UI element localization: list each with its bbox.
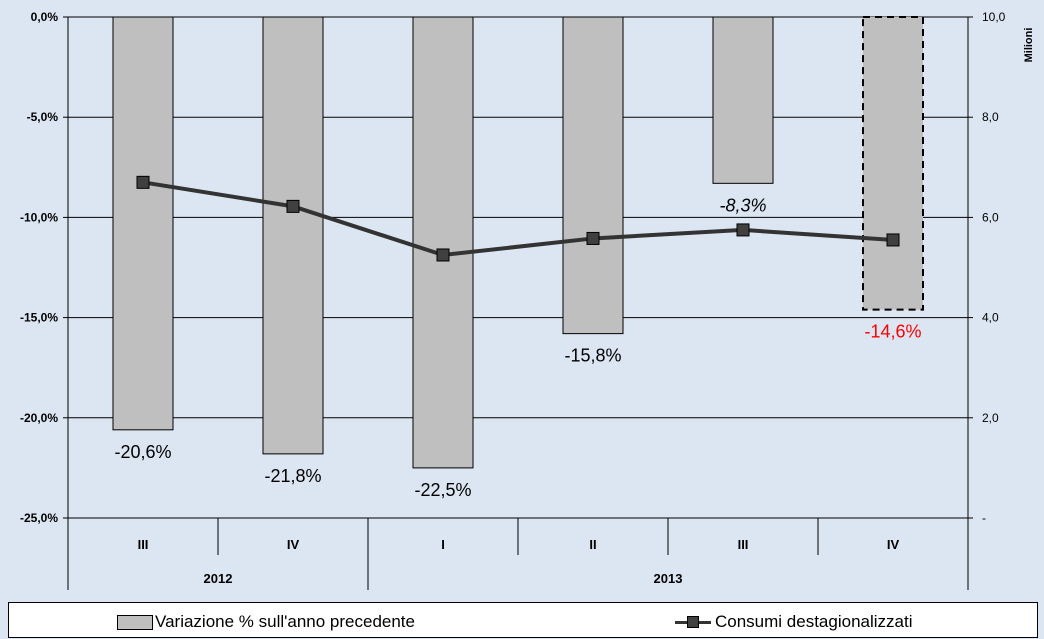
line-point — [286, 199, 300, 213]
y-right-axis-title: Milioni — [1023, 28, 1035, 63]
y-left-tick-label: -25,0% — [20, 511, 58, 525]
y-left-tick-label: 0,0% — [31, 10, 59, 24]
year-label: 2012 — [204, 571, 233, 586]
legend: Variazione % sull'anno precedente Consum… — [8, 602, 1038, 638]
x-tick-label: II — [589, 537, 596, 552]
legend-line-label: Consumi destagionalizzati — [715, 612, 913, 631]
y-right-tick-label: 2,0 — [982, 411, 999, 425]
bar — [712, 16, 774, 184]
bar — [262, 16, 324, 455]
legend-item-line: Consumi destagionalizzati — [675, 612, 913, 632]
x-tick-label: IV — [887, 537, 900, 552]
x-tick-label: I — [441, 537, 445, 552]
bar — [412, 16, 474, 469]
legend-item-bars: Variazione % sull'anno precedente — [117, 612, 415, 632]
series-line — [142, 180, 894, 258]
bar — [862, 16, 924, 311]
y-right-tick-label: 10,0 — [982, 10, 1006, 24]
y-right-tick-label: 8,0 — [982, 110, 999, 124]
bar-data-label: -8,3% — [719, 195, 766, 215]
x-tick-label: IV — [287, 537, 300, 552]
bar — [562, 16, 624, 335]
bar-data-label: -14,6% — [864, 322, 921, 342]
y-right-tick-label: 6,0 — [982, 210, 999, 224]
line-point — [586, 231, 600, 245]
legend-line-swatch — [675, 615, 711, 629]
y-left-tick-label: -20,0% — [20, 411, 58, 425]
y-left-tick-label: -10,0% — [20, 210, 58, 224]
bar — [112, 16, 174, 431]
x-tick-label: III — [738, 537, 749, 552]
chart-svg: 0,0% -5,0% -10,0% -15,0% -20,0% -25,0% 10,0 8,0… — [20, 10, 1035, 590]
legend-bar-label: Variazione % sull'anno precedente — [155, 612, 415, 631]
line-point — [436, 248, 450, 262]
line-point — [736, 223, 750, 237]
bar-data-label: -21,8% — [264, 466, 321, 486]
y-left-tick-label: -5,0% — [27, 110, 59, 124]
y-right-tick-label: 4,0 — [982, 311, 999, 325]
line-point — [886, 233, 900, 247]
y-left-tick-label: -15,0% — [20, 311, 58, 325]
bar-data-label: -22,5% — [414, 480, 471, 500]
year-label: 2013 — [654, 571, 683, 586]
bar-data-label: -15,8% — [564, 346, 621, 366]
bar-data-label: -20,6% — [114, 442, 171, 462]
line-point — [136, 175, 150, 189]
legend-bar-swatch — [117, 614, 153, 630]
y-right-tick-label: - — [982, 511, 986, 525]
x-tick-label: III — [138, 537, 149, 552]
